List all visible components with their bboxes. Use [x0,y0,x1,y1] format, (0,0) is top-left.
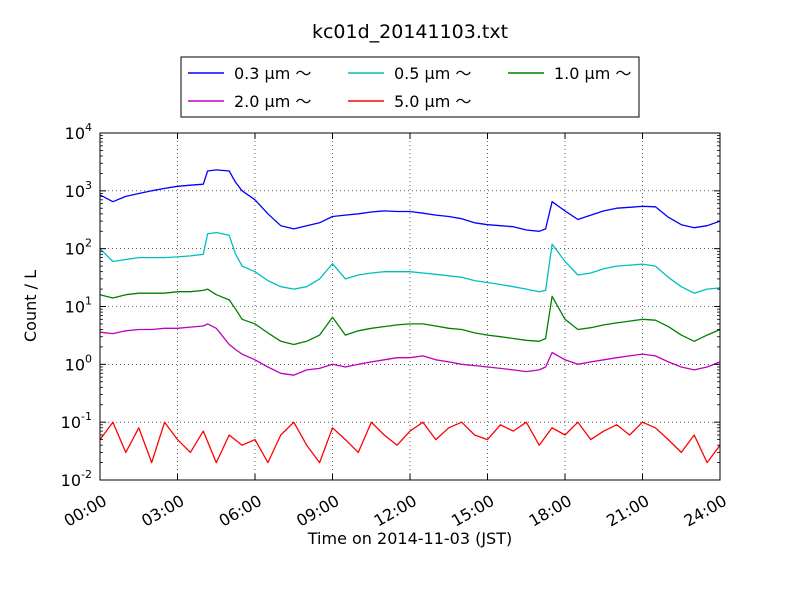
series-line-2 [99,288,721,346]
x-axis-tick-labels: 00:00 03:00 06:00 09:00 12:00 15:00 18:00 21:00… [61,491,730,531]
series-line-1 [99,231,721,294]
y-axis-label: Count / L [21,270,40,342]
y-tick-label: 10-1 [61,410,92,432]
grid [100,133,720,480]
legend-label: 5.0 μm ～ [394,92,471,111]
y-tick-label: 103 [65,179,92,201]
x-tick-label: 12:00 [371,491,420,531]
series-lines [99,169,721,464]
y-tick-label: 10-2 [61,468,92,490]
y-axis-tick-labels: 10-2 10-1 100 101 102 103 104 [61,121,92,490]
x-tick-label: 21:00 [603,491,652,531]
y-tick-label: 104 [65,121,92,143]
y-tick-label: 100 [65,352,92,374]
legend-label: 0.5 μm ～ [394,64,471,83]
x-tick-label: 09:00 [293,491,342,531]
legend-label: 2.0 μm ～ [234,92,311,111]
x-tick-label: 03:00 [138,491,187,531]
series-line-4 [99,421,721,464]
x-tick-label: 18:00 [526,491,575,531]
y-tick-label: 101 [65,295,92,317]
x-tick-label: 15:00 [448,491,497,531]
chart-title: kc01d_20141103.txt [312,21,508,43]
legend: 0.3 μm ～ 0.5 μm ～ 1.0 μm ～ 2.0 μm ～ 5.0 μm ～ [180,56,640,118]
x-axis-label: Time on 2014-11-03 (JST) [307,529,512,548]
x-tick-label: 24:00 [681,491,730,531]
x-tick-label: 06:00 [216,491,265,531]
series-line-3 [99,323,721,376]
series-line-0 [99,169,721,232]
y-tick-label: 102 [65,237,92,259]
legend-box [180,56,640,118]
legend-label: 1.0 μm ～ [554,64,631,83]
x-tick-label: 00:00 [61,491,110,531]
legend-label: 0.3 μm ～ [234,64,311,83]
axis-ticks [99,132,721,481]
